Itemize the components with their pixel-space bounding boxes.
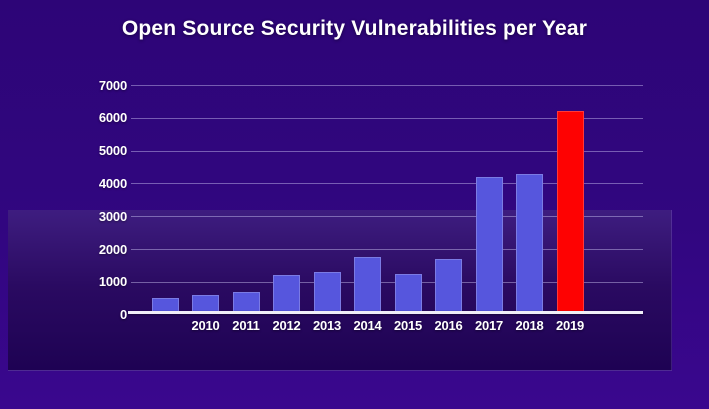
x-axis-tick-label-2014: 2014 (353, 318, 382, 333)
x-axis-tick-label-2016: 2016 (434, 318, 463, 333)
y-axis-tick-label-3000: 3000 (98, 208, 127, 224)
y-axis-tick-label-5000: 5000 (98, 143, 127, 159)
x-axis-line (128, 311, 643, 314)
y-axis-tick-label-7000: 7000 (98, 77, 127, 93)
y-axis-tick-label-0: 0 (119, 307, 127, 323)
x-axis-tick-label-2015: 2015 (393, 318, 423, 333)
gridline-4000 (131, 183, 643, 185)
bar-2010 (192, 294, 219, 313)
bar-2019 (556, 111, 584, 313)
gridline-7000 (131, 85, 643, 86)
gridline-3000 (131, 216, 643, 218)
x-axis-tick-label-2018: 2018 (515, 318, 544, 333)
y-axis-tick-label-6000: 6000 (98, 110, 127, 126)
gridline-1000 (131, 281, 643, 283)
x-axis-tick-label-2013: 2013 (312, 318, 342, 333)
bar-2018 (516, 173, 543, 313)
x-axis-tick-label-2011: 2011 (232, 318, 260, 333)
bar-unlabeled (151, 298, 179, 313)
x-axis-tick-label-2012: 2012 (272, 318, 301, 333)
bar-2014 (354, 257, 381, 313)
bar-2012 (273, 275, 300, 313)
x-axis-tick-label-2019: 2019 (555, 318, 585, 333)
chart-title: Open Source Security Vulnerabilities per… (121, 17, 588, 40)
gridline-6000 (131, 117, 643, 119)
bar-2017 (475, 176, 503, 313)
bar-2011 (232, 291, 260, 313)
y-axis-tick-label-4000: 4000 (98, 175, 127, 191)
x-axis-tick-label-2010: 2010 (191, 318, 220, 333)
y-axis-tick-label-2000: 2000 (98, 241, 127, 257)
bar-2016 (435, 258, 462, 313)
bar-2013 (313, 271, 341, 313)
gridline-2000 (131, 249, 643, 250)
gridline-5000 (131, 150, 643, 152)
x-axis-tick-label-2017: 2017 (474, 318, 504, 333)
bar-2015 (394, 273, 422, 313)
y-axis-tick-label-1000: 1000 (98, 274, 127, 290)
